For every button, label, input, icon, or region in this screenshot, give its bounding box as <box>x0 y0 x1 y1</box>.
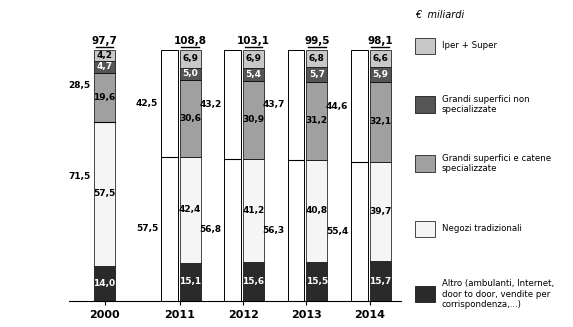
Text: 71,5: 71,5 <box>68 172 91 181</box>
FancyBboxPatch shape <box>415 155 435 172</box>
Text: 14,0: 14,0 <box>93 279 116 288</box>
Text: 44,6: 44,6 <box>326 102 348 111</box>
Text: Altro (ambulanti, Internet,
door to door, vendite per
corrispondenza,...): Altro (ambulanti, Internet, door to door… <box>442 279 554 309</box>
Text: 6,9: 6,9 <box>182 54 198 63</box>
Bar <box>225 159 241 301</box>
Text: 103,1: 103,1 <box>237 37 270 46</box>
Bar <box>180 157 201 263</box>
Text: 30,9: 30,9 <box>242 115 265 124</box>
Bar <box>351 162 367 301</box>
Text: 57,5: 57,5 <box>93 189 116 198</box>
Bar <box>243 262 264 301</box>
Text: 6,9: 6,9 <box>246 54 261 63</box>
Text: 43,7: 43,7 <box>262 100 285 110</box>
Bar <box>370 162 391 262</box>
Text: 56,3: 56,3 <box>263 226 285 235</box>
Text: 6,6: 6,6 <box>372 54 388 63</box>
Bar <box>307 50 327 67</box>
FancyBboxPatch shape <box>415 286 435 302</box>
Text: 19,6: 19,6 <box>93 93 116 102</box>
Bar <box>307 81 327 160</box>
Text: 40,8: 40,8 <box>306 206 328 215</box>
Text: 15,7: 15,7 <box>369 277 391 286</box>
Text: 41,2: 41,2 <box>242 206 265 215</box>
Bar <box>94 61 115 73</box>
Bar <box>94 266 115 301</box>
Bar <box>370 67 391 81</box>
Bar <box>161 157 178 301</box>
Text: 4,7: 4,7 <box>96 62 112 71</box>
Bar <box>370 262 391 301</box>
Text: 42,5: 42,5 <box>136 99 158 108</box>
Text: 98,1: 98,1 <box>367 37 393 46</box>
Text: 55,4: 55,4 <box>326 227 348 236</box>
Bar <box>180 263 201 301</box>
Bar <box>161 50 178 157</box>
Bar <box>94 122 115 266</box>
Text: Iper + Super: Iper + Super <box>442 41 497 50</box>
Text: 5,7: 5,7 <box>309 70 325 79</box>
Bar <box>307 160 327 262</box>
Text: 32,1: 32,1 <box>369 117 391 126</box>
Bar <box>180 68 201 80</box>
FancyBboxPatch shape <box>415 221 435 237</box>
Bar <box>288 50 304 160</box>
Text: 39,7: 39,7 <box>369 207 391 216</box>
Text: 57,5: 57,5 <box>136 224 158 233</box>
Bar <box>288 160 304 301</box>
Bar <box>225 50 241 159</box>
Text: 4,2: 4,2 <box>96 51 112 60</box>
Bar <box>370 50 391 67</box>
FancyBboxPatch shape <box>415 38 435 54</box>
Bar <box>307 262 327 301</box>
Bar <box>94 50 115 61</box>
Text: 5,9: 5,9 <box>372 70 388 79</box>
Bar <box>243 68 264 81</box>
Text: 42,4: 42,4 <box>179 205 201 215</box>
Text: 108,8: 108,8 <box>174 37 207 46</box>
Text: 56,8: 56,8 <box>199 225 222 234</box>
FancyBboxPatch shape <box>415 96 435 113</box>
Text: €  miliardi: € miliardi <box>415 10 464 20</box>
Text: 43,2: 43,2 <box>199 100 222 109</box>
Text: 99,5: 99,5 <box>304 37 329 46</box>
Bar <box>180 50 201 68</box>
Bar <box>243 81 264 159</box>
Text: 30,6: 30,6 <box>179 114 201 123</box>
Text: Grandi superfici e catene
specializzate: Grandi superfici e catene specializzate <box>442 154 551 173</box>
Bar <box>307 67 327 81</box>
Text: 31,2: 31,2 <box>306 116 328 125</box>
Text: Negozi tradizionali: Negozi tradizionali <box>442 224 521 233</box>
Text: 5,4: 5,4 <box>246 70 261 79</box>
Bar <box>370 81 391 162</box>
Text: 97,7: 97,7 <box>92 37 117 46</box>
Bar <box>243 50 264 68</box>
Text: 5,0: 5,0 <box>182 69 198 78</box>
Bar <box>180 80 201 157</box>
Text: 28,5: 28,5 <box>68 81 91 90</box>
Bar <box>94 73 115 122</box>
Text: 15,1: 15,1 <box>179 277 201 286</box>
Bar <box>243 159 264 262</box>
Text: Grandi superfici non
specializzate: Grandi superfici non specializzate <box>442 95 529 114</box>
Text: 15,6: 15,6 <box>242 277 265 286</box>
Text: 15,5: 15,5 <box>306 277 328 286</box>
Text: 6,8: 6,8 <box>309 54 325 63</box>
Bar <box>351 50 367 162</box>
